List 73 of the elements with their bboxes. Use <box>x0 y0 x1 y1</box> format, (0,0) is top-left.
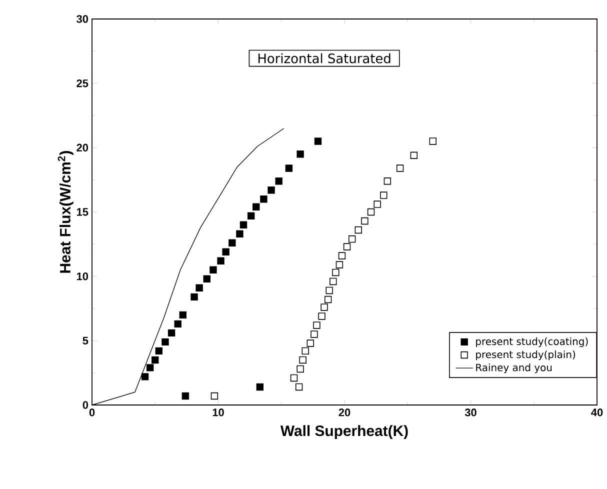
point <box>295 383 303 391</box>
legend-label: present study(plain) <box>476 350 576 360</box>
point <box>299 356 306 364</box>
point <box>410 152 418 159</box>
point <box>296 365 304 373</box>
point <box>343 243 351 250</box>
point <box>240 221 248 228</box>
point <box>190 293 198 301</box>
point <box>236 230 244 238</box>
point <box>384 178 392 185</box>
point <box>146 364 154 372</box>
point <box>336 261 344 268</box>
point <box>290 374 298 382</box>
point <box>252 203 260 210</box>
point <box>320 304 328 311</box>
y-tick-label: 25 <box>76 79 88 88</box>
y-tick-label: 30 <box>76 15 88 23</box>
point <box>210 266 217 274</box>
x-tick-label: 10 <box>212 408 224 416</box>
point <box>429 138 436 145</box>
point <box>314 138 322 145</box>
point <box>332 268 340 276</box>
point <box>310 330 318 338</box>
x-tick-label: 0 <box>89 408 95 416</box>
point <box>141 373 149 380</box>
point <box>313 322 320 329</box>
point <box>306 340 314 347</box>
point <box>348 235 356 243</box>
point <box>182 392 190 400</box>
point <box>256 383 264 391</box>
point <box>152 356 159 364</box>
point <box>268 186 275 194</box>
point <box>162 338 169 346</box>
y-tick-label: 0 <box>82 401 88 409</box>
point <box>210 392 218 400</box>
point <box>285 164 293 172</box>
point <box>168 329 176 337</box>
y-tick-label: 20 <box>76 144 88 152</box>
point <box>338 252 346 260</box>
point <box>374 200 381 208</box>
point <box>275 178 282 185</box>
point <box>396 164 404 172</box>
point <box>380 192 388 199</box>
point <box>324 296 332 304</box>
legend-label: Rainey and you <box>476 364 552 374</box>
x-tick-label: 30 <box>464 408 476 416</box>
y-axis-title: Heat Flux(W/cm$^{2}$) <box>58 151 74 273</box>
point <box>361 217 368 225</box>
x-axis-title: Wall Superheat(K) <box>280 425 408 440</box>
point <box>330 278 337 286</box>
point <box>174 320 182 328</box>
point <box>367 208 375 216</box>
point <box>247 212 255 220</box>
point <box>354 226 362 234</box>
point <box>326 286 333 294</box>
point <box>179 311 186 319</box>
point <box>296 150 304 158</box>
x-tick-label: 40 <box>591 408 603 416</box>
point <box>260 196 268 203</box>
y-tick-label: 5 <box>82 336 88 344</box>
point <box>203 275 210 283</box>
y-tick-label: 15 <box>76 208 88 216</box>
point <box>222 248 230 256</box>
x-tick-label: 20 <box>338 408 350 416</box>
legend-label: present study(coating) <box>476 337 588 348</box>
point <box>217 257 224 264</box>
point <box>228 239 236 246</box>
y-tick-label: 10 <box>76 272 88 280</box>
point <box>302 347 309 355</box>
annotation: Horizontal Saturated <box>258 53 390 64</box>
point <box>196 284 203 292</box>
point <box>155 347 163 355</box>
point <box>318 312 326 320</box>
